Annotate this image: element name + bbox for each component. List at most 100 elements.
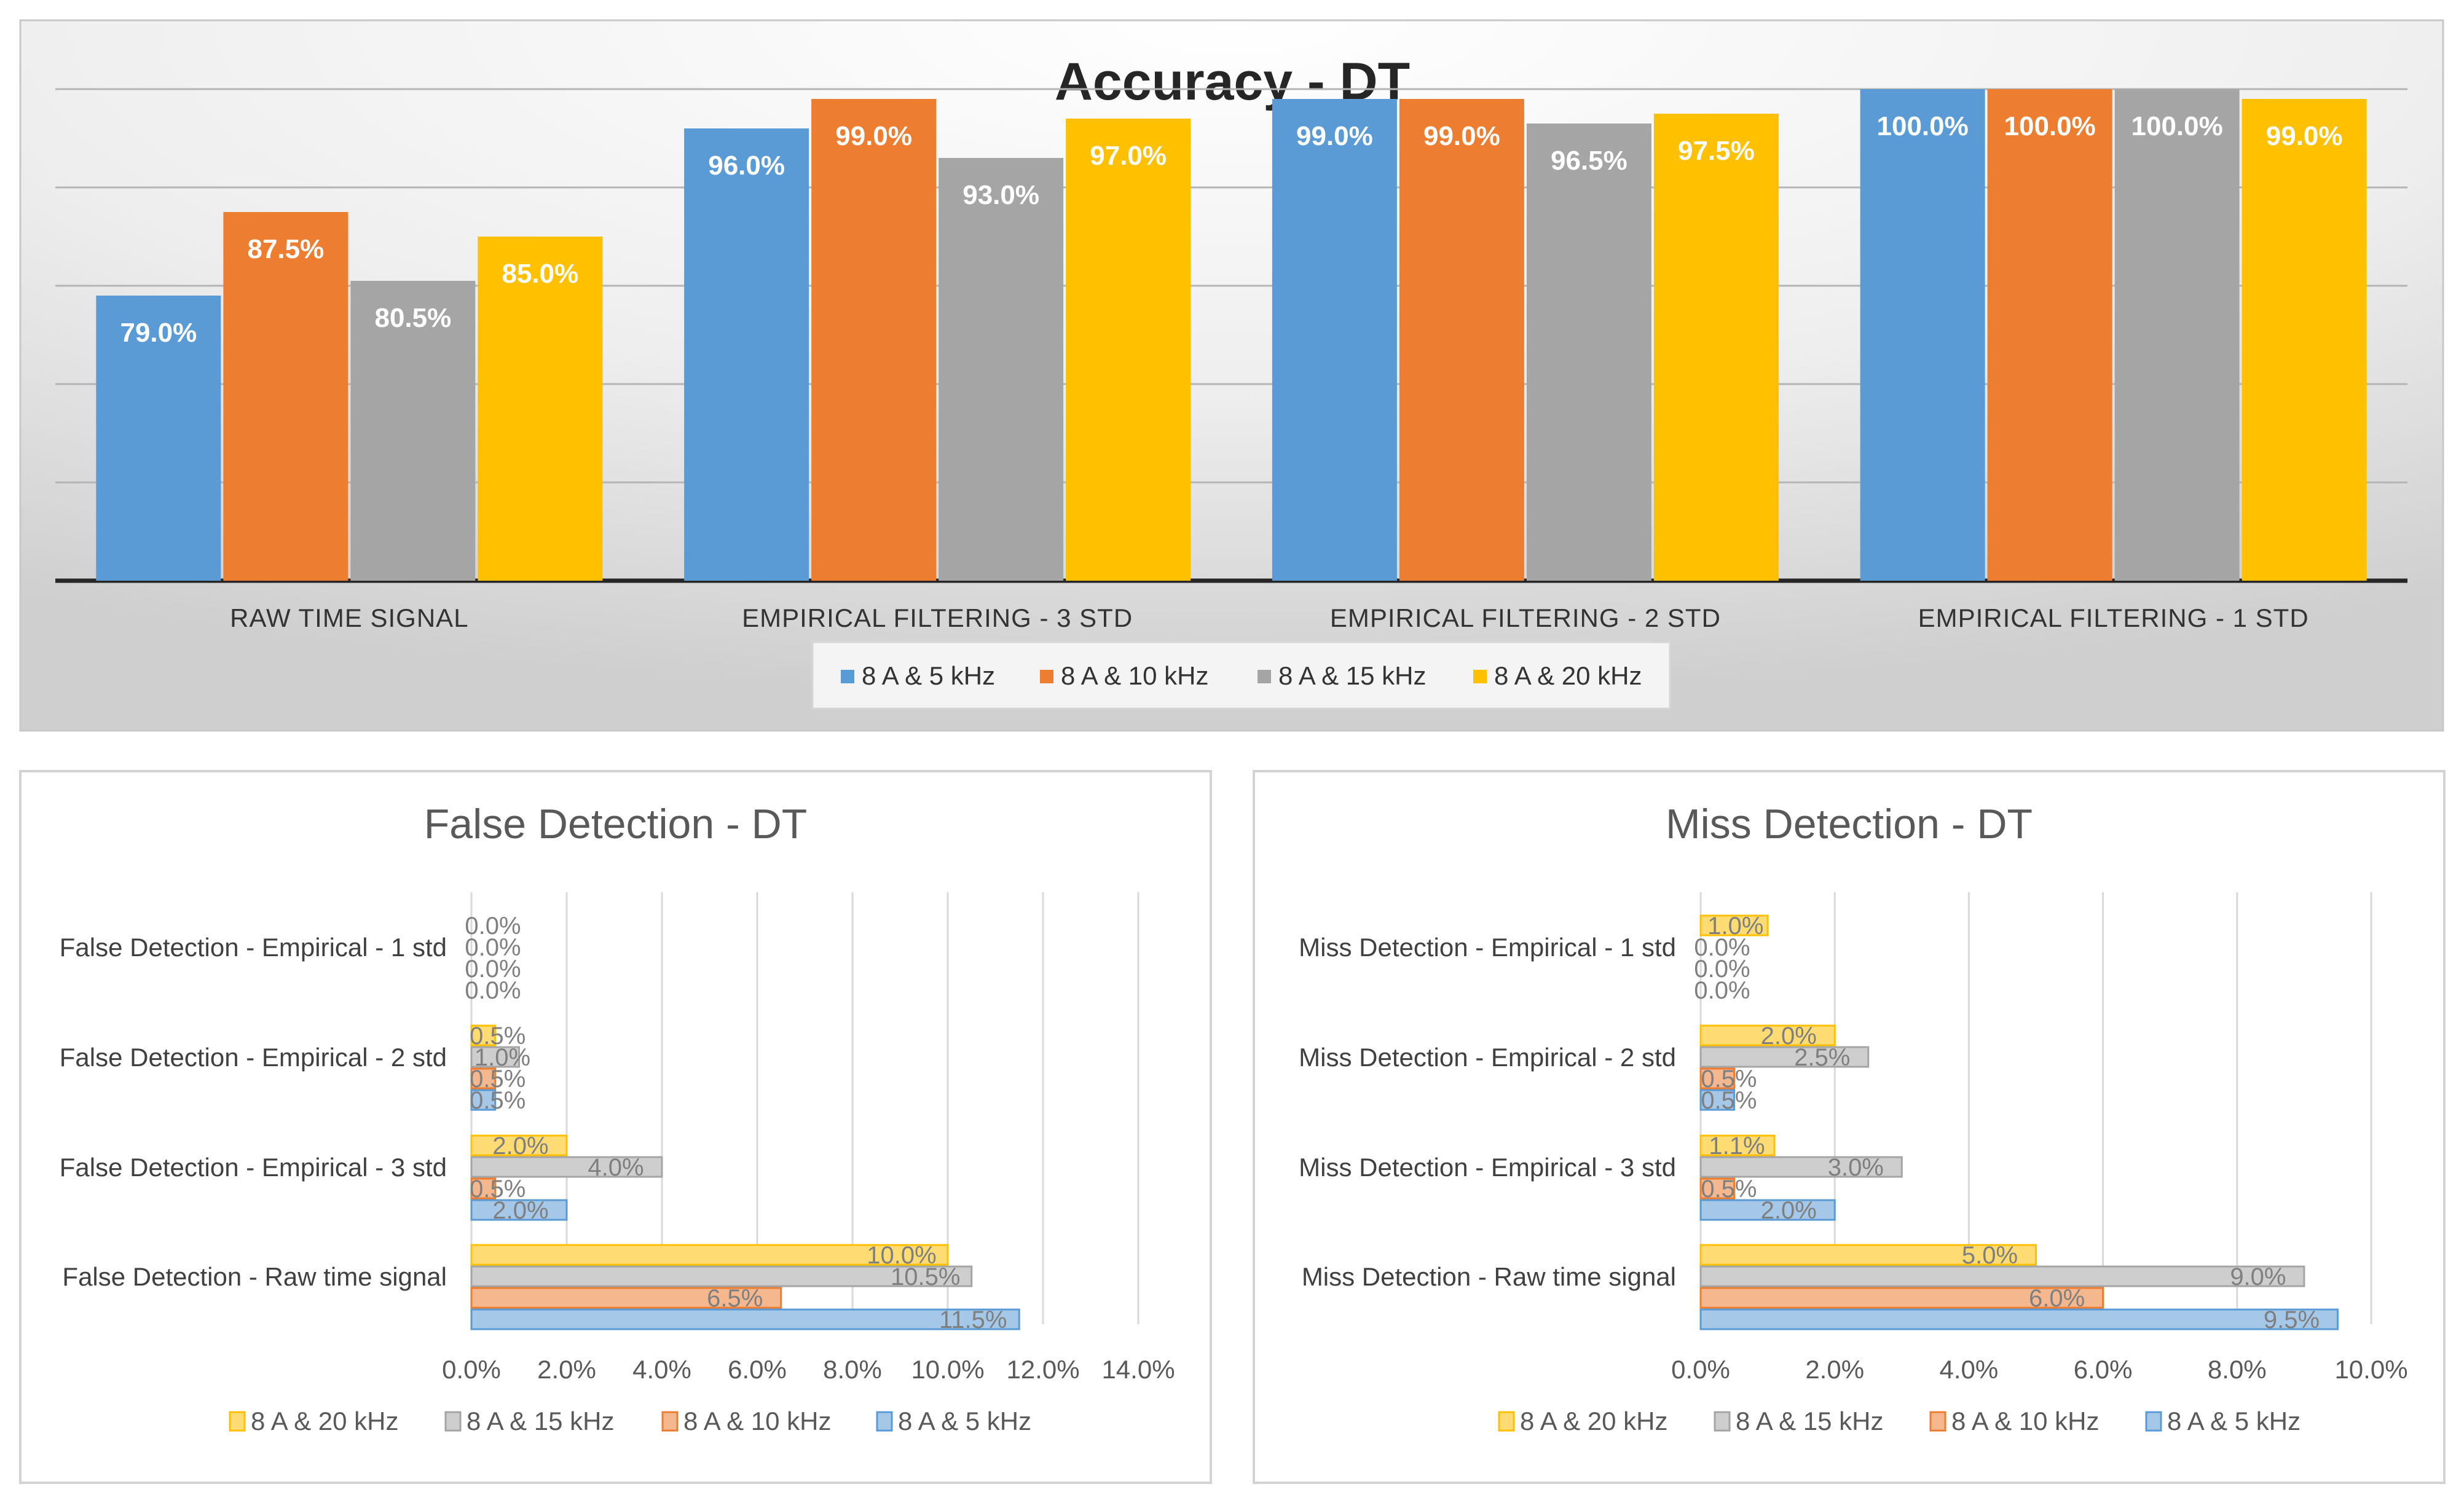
data-label: 0.0% — [1694, 956, 1750, 983]
data-label: 9.0% — [2230, 1263, 2286, 1290]
data-label: 11.5% — [939, 1306, 1007, 1333]
bar — [1699, 1177, 1736, 1200]
x-tick-label: 10.0% — [2334, 1355, 2407, 1384]
bar — [478, 237, 603, 581]
legend-swatch — [1258, 670, 1271, 683]
x-tick-label: 6.0% — [2074, 1355, 2133, 1384]
legend-swatch — [1929, 1411, 1946, 1432]
bar — [1699, 1089, 1736, 1111]
legend-swatch — [229, 1411, 246, 1432]
data-label: 0.5% — [470, 1176, 525, 1203]
bar — [470, 1089, 497, 1111]
legend-label: 8 A & 10 kHz — [1061, 661, 1208, 690]
bar — [1066, 119, 1191, 581]
bar — [470, 1067, 497, 1090]
bar — [811, 99, 937, 581]
bar — [1699, 1308, 2339, 1330]
chart-frame — [19, 770, 1212, 1484]
bar — [2242, 99, 2367, 581]
legend-swatch — [876, 1411, 893, 1432]
x-tick-label: 4.0% — [632, 1355, 691, 1384]
data-label: 0.0% — [1694, 934, 1750, 961]
bar — [470, 1046, 520, 1068]
false-detection-chart: False Detection - DT 0.0% 2.0% 4.0% 6.0% 8.0%… — [19, 770, 1212, 1484]
data-label: 0.0% — [465, 956, 521, 983]
category-label: Miss Detection - Empirical - 2 std — [1299, 1043, 1676, 1072]
bar — [470, 1156, 663, 1178]
legend-label: 8 A & 10 kHz — [683, 1407, 831, 1435]
bar — [350, 281, 476, 581]
data-label: 9.5% — [2264, 1306, 2320, 1333]
bar — [1699, 1156, 1903, 1178]
bar — [470, 1244, 949, 1266]
legend-swatch — [1498, 1411, 1515, 1432]
legend-label: 8 A & 20 kHz — [1520, 1407, 1667, 1435]
x-tick-label: 14.0% — [1101, 1355, 1175, 1384]
bar — [470, 1134, 568, 1157]
data-label: 0.5% — [1701, 1066, 1757, 1093]
legend-swatch — [1040, 670, 1053, 683]
bar — [684, 128, 809, 581]
category-label: False Detection - Empirical - 2 std — [60, 1043, 447, 1072]
data-label: 0.5% — [470, 1066, 525, 1093]
data-label: 0.5% — [470, 1023, 525, 1050]
bar — [470, 1024, 497, 1047]
legend-swatch — [1473, 670, 1487, 683]
legend-swatch — [841, 670, 854, 683]
data-label: 97.5% — [1678, 136, 1755, 166]
data-label: 0.5% — [1701, 1087, 1757, 1114]
data-label: 6.0% — [2029, 1285, 2085, 1312]
data-label: 2.0% — [492, 1133, 548, 1160]
x-tick-label: 8.0% — [2208, 1355, 2267, 1384]
category-label: EMPIRICAL FILTERING - 1 STD — [1918, 603, 2309, 632]
data-label: 1.1% — [1709, 1133, 1765, 1160]
legend-label: 8 A & 20 kHz — [1494, 661, 1642, 690]
data-label: 80.5% — [374, 303, 451, 333]
data-label: 5.0% — [1962, 1242, 2018, 1269]
data-label: 0.5% — [470, 1087, 525, 1114]
chart-title: Miss Detection - DT — [1666, 801, 2033, 847]
bar — [1699, 914, 1769, 937]
legend-label: 8 A & 5 kHz — [2167, 1407, 2301, 1435]
data-label: 79.0% — [120, 318, 197, 348]
data-label: 99.0% — [1423, 121, 1500, 151]
data-label: 2.0% — [1761, 1023, 1817, 1050]
x-tick-label: 6.0% — [728, 1355, 787, 1384]
data-label: 1.0% — [474, 1044, 530, 1071]
legend-box — [811, 641, 1671, 710]
x-tick-label: 2.0% — [537, 1355, 596, 1384]
x-tick-label: 8.0% — [823, 1355, 882, 1384]
legend-label: 8 A & 5 kHz — [898, 1407, 1031, 1435]
data-label: 2.0% — [492, 1197, 548, 1224]
legend-swatch — [1714, 1411, 1731, 1432]
bar — [470, 1265, 973, 1287]
legend-swatch — [661, 1411, 679, 1432]
bar — [1699, 1134, 1776, 1157]
category-label: Miss Detection - Empirical - 3 std — [1299, 1153, 1676, 1182]
bar — [1699, 1046, 1870, 1068]
data-label: 0.0% — [465, 977, 521, 1004]
legend-label: 8 A & 15 kHz — [1278, 661, 1426, 690]
category-label: Miss Detection - Empirical - 1 std — [1299, 933, 1676, 962]
legend-label: 8 A & 15 kHz — [1736, 1407, 1883, 1435]
data-label: 100.0% — [2004, 111, 2096, 141]
data-label: 100.0% — [2131, 111, 2223, 141]
bar — [1699, 1024, 1836, 1047]
legend-label: 8 A & 15 kHz — [466, 1407, 614, 1435]
bar — [939, 158, 1064, 581]
x-tick-label: 0.0% — [442, 1355, 501, 1384]
bar — [1699, 1199, 1836, 1221]
legend-swatch — [444, 1411, 462, 1432]
data-label: 1.0% — [1707, 913, 1763, 940]
data-label: 87.5% — [247, 234, 324, 264]
category-label: Miss Detection - Raw time signal — [1302, 1262, 1676, 1291]
data-label: 99.0% — [835, 121, 912, 151]
bar — [1526, 124, 1651, 581]
data-label: 99.0% — [1296, 121, 1373, 151]
category-label: EMPIRICAL FILTERING - 2 STD — [1330, 603, 1721, 632]
data-label: 3.0% — [1828, 1154, 1884, 1181]
category-label: False Detection - Empirical - 3 std — [60, 1153, 447, 1182]
bar — [1399, 99, 1524, 581]
bar — [1860, 89, 1985, 581]
